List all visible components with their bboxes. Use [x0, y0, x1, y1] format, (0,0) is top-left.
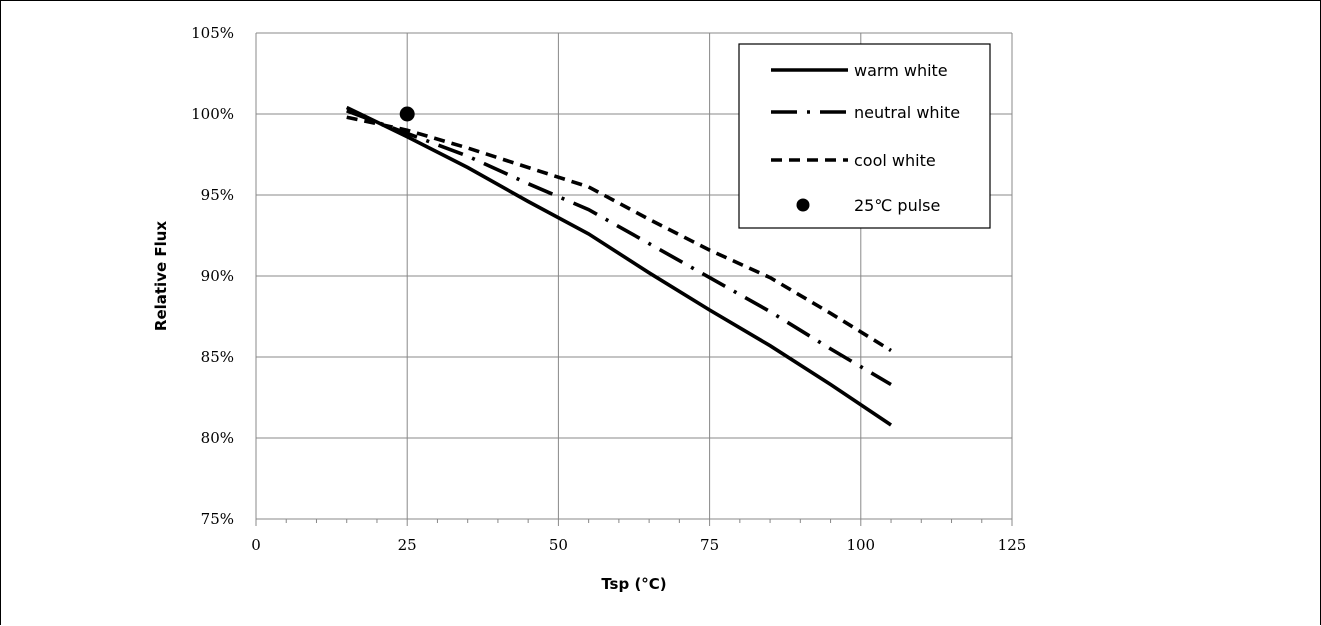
x-tick-label: 100	[846, 536, 875, 554]
x-tick-label: 50	[549, 536, 568, 554]
legend-box	[738, 43, 991, 229]
y-tick-label: 95%	[201, 186, 234, 204]
x-tick-label: 0	[251, 536, 261, 554]
series-line-warm-white	[345, 105, 893, 427]
axes	[255, 33, 1013, 526]
tick-labels: 0 25 50 75 100 125 75% 80% 85% 90% 95% 100% 105%	[191, 24, 1026, 554]
legend-label-neutral-white: neutral white	[854, 103, 960, 122]
legend-marker-25-pulse	[796, 198, 810, 212]
series-point-25-pulse	[399, 106, 415, 122]
y-axis-title: Relative Flux	[152, 221, 170, 332]
x-axis-title: Tsp (°C)	[601, 575, 666, 593]
y-tick-label: 85%	[201, 348, 234, 366]
series-line-neutral-white	[346, 109, 892, 387]
series	[345, 105, 893, 427]
x-tick-label: 25	[398, 536, 417, 554]
legend-label-warm-white: warm white	[854, 61, 948, 80]
x-tick-label: 125	[998, 536, 1027, 554]
legend-label-cool-white: cool white	[854, 151, 936, 170]
y-tick-label: 75%	[201, 510, 234, 528]
x-tick-label: 75	[700, 536, 719, 554]
y-tick-label: 100%	[191, 105, 234, 123]
grid	[256, 32, 1013, 519]
y-tick-label: 80%	[201, 429, 234, 447]
legend-label-25-pulse: 25℃ pulse	[854, 196, 940, 215]
y-tick-label: 105%	[191, 24, 234, 42]
y-tick-label: 90%	[201, 267, 234, 285]
series-line-cool-white	[346, 115, 892, 353]
legend: warm white neutral white cool white 25℃ pul…	[738, 43, 991, 229]
